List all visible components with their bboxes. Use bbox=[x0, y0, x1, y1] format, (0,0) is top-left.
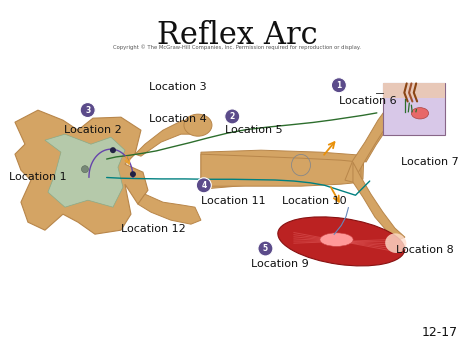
Circle shape bbox=[225, 109, 240, 124]
Text: Location 2: Location 2 bbox=[64, 125, 122, 135]
Polygon shape bbox=[353, 162, 405, 240]
Ellipse shape bbox=[278, 217, 405, 266]
Text: Location 10: Location 10 bbox=[282, 196, 346, 206]
FancyBboxPatch shape bbox=[383, 83, 445, 98]
Text: Copyright © The McGraw-Hill Companies, Inc. Permission required for reproduction: Copyright © The McGraw-Hill Companies, I… bbox=[113, 44, 361, 50]
Text: Location 12: Location 12 bbox=[121, 224, 186, 234]
Ellipse shape bbox=[320, 233, 353, 246]
Circle shape bbox=[82, 166, 89, 173]
Text: Reflex Arc: Reflex Arc bbox=[157, 20, 317, 50]
Text: Location 1: Location 1 bbox=[9, 173, 67, 182]
Text: Location 11: Location 11 bbox=[201, 196, 266, 206]
Polygon shape bbox=[138, 194, 201, 224]
Circle shape bbox=[258, 241, 273, 256]
Circle shape bbox=[80, 103, 95, 118]
Circle shape bbox=[331, 78, 346, 93]
Polygon shape bbox=[201, 154, 361, 186]
Text: 5: 5 bbox=[263, 244, 268, 253]
Ellipse shape bbox=[411, 108, 428, 119]
FancyBboxPatch shape bbox=[383, 83, 445, 135]
Text: 3: 3 bbox=[85, 105, 91, 115]
Text: 12-17: 12-17 bbox=[421, 326, 457, 339]
Text: Location 7: Location 7 bbox=[401, 157, 458, 166]
Text: Location 9: Location 9 bbox=[251, 260, 309, 269]
Polygon shape bbox=[201, 125, 386, 189]
Text: Location 4: Location 4 bbox=[149, 114, 207, 124]
Circle shape bbox=[130, 171, 136, 177]
Text: Location 8: Location 8 bbox=[396, 245, 454, 255]
Text: 2: 2 bbox=[229, 112, 235, 121]
Circle shape bbox=[110, 147, 116, 153]
Text: 1: 1 bbox=[336, 81, 342, 90]
Ellipse shape bbox=[385, 233, 406, 253]
Polygon shape bbox=[345, 92, 408, 182]
Text: Location 5: Location 5 bbox=[225, 125, 283, 135]
Circle shape bbox=[196, 178, 211, 193]
Text: Location 6: Location 6 bbox=[339, 96, 397, 106]
Ellipse shape bbox=[184, 114, 212, 136]
Polygon shape bbox=[45, 134, 125, 207]
Polygon shape bbox=[15, 110, 148, 234]
Text: Location 3: Location 3 bbox=[149, 82, 207, 92]
Text: 4: 4 bbox=[201, 181, 207, 190]
Polygon shape bbox=[135, 117, 205, 156]
